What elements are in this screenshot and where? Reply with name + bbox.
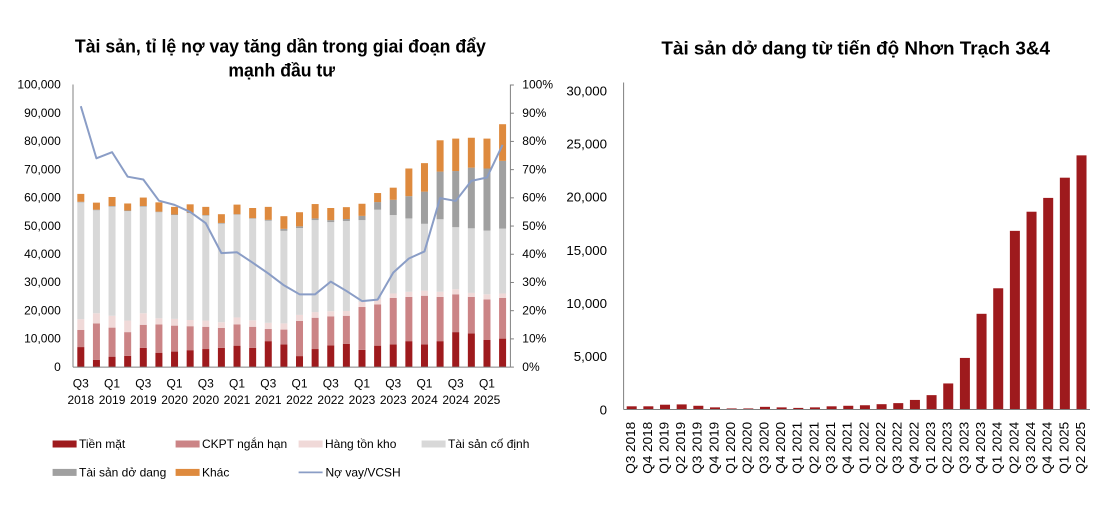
svg-text:Q4 2023: Q4 2023	[973, 422, 988, 474]
svg-text:30%: 30%	[522, 275, 546, 289]
svg-text:Q2 2025: Q2 2025	[1073, 422, 1088, 474]
svg-text:Tài sản dở dang từ tiến độ Nhơ: Tài sản dở dang từ tiến độ Nhơn Trạch 3&…	[661, 39, 1050, 59]
svg-text:Tài sản cố định: Tài sản cố định	[448, 437, 529, 451]
svg-text:2024: 2024	[442, 393, 469, 407]
svg-text:25,000: 25,000	[566, 136, 607, 151]
svg-text:2024: 2024	[411, 393, 438, 407]
svg-text:0: 0	[54, 360, 61, 374]
svg-text:Q3: Q3	[260, 377, 276, 391]
svg-text:2023: 2023	[380, 393, 407, 407]
svg-text:Q3: Q3	[73, 377, 89, 391]
svg-text:Q2 2024: Q2 2024	[1006, 422, 1021, 474]
svg-text:40%: 40%	[522, 247, 546, 261]
svg-text:Tiền mặt: Tiền mặt	[79, 437, 126, 451]
svg-text:100,000: 100,000	[17, 78, 61, 92]
svg-text:Q4 2024: Q4 2024	[1040, 422, 1055, 474]
svg-text:2018: 2018	[67, 393, 94, 407]
svg-text:Q1 2020: Q1 2020	[723, 422, 738, 474]
svg-text:80,000: 80,000	[24, 134, 61, 148]
svg-text:Hàng tồn kho: Hàng tồn kho	[325, 437, 397, 451]
svg-text:Q1 2019: Q1 2019	[656, 422, 671, 474]
svg-text:15,000: 15,000	[566, 243, 607, 258]
svg-text:Nợ vay/VCSH: Nợ vay/VCSH	[326, 466, 401, 480]
svg-text:10,000: 10,000	[24, 332, 61, 346]
svg-text:Q2 2022: Q2 2022	[873, 422, 888, 474]
svg-text:Q1: Q1	[229, 377, 245, 391]
svg-text:90,000: 90,000	[24, 106, 61, 120]
svg-text:Q3 2021: Q3 2021	[823, 422, 838, 474]
svg-text:Q1 2023: Q1 2023	[923, 422, 938, 474]
svg-text:Q4 2018: Q4 2018	[640, 422, 655, 474]
svg-text:2019: 2019	[99, 393, 126, 407]
svg-text:Q1: Q1	[104, 377, 120, 391]
svg-text:0: 0	[600, 402, 607, 417]
svg-text:2021: 2021	[224, 393, 251, 407]
svg-text:70,000: 70,000	[24, 162, 61, 176]
svg-text:50%: 50%	[522, 219, 546, 233]
svg-text:Q1: Q1	[167, 377, 183, 391]
svg-text:Tài sản dở dang: Tài sản dở dang	[79, 466, 166, 480]
svg-text:Q3 2019: Q3 2019	[690, 422, 705, 474]
svg-text:10,000: 10,000	[566, 296, 607, 311]
svg-text:2021: 2021	[255, 393, 282, 407]
svg-text:10%: 10%	[522, 332, 546, 346]
svg-text:Tài sản, tỉ lệ nợ vay tăng dần: Tài sản, tỉ lệ nợ vay tăng dần trong gia…	[75, 37, 486, 57]
svg-text:mạnh đầu tư: mạnh đầu tư	[228, 61, 336, 81]
svg-text:2020: 2020	[192, 393, 219, 407]
svg-text:Q1: Q1	[479, 377, 495, 391]
svg-text:20%: 20%	[522, 303, 546, 317]
svg-text:Q1 2024: Q1 2024	[990, 422, 1005, 474]
svg-text:Q1 2025: Q1 2025	[1056, 422, 1071, 474]
svg-text:60,000: 60,000	[24, 191, 61, 205]
svg-text:Q3: Q3	[385, 377, 401, 391]
svg-text:CKPT ngắn hạn: CKPT ngắn hạn	[202, 436, 287, 451]
svg-text:Q2 2020: Q2 2020	[740, 422, 755, 474]
svg-text:70%: 70%	[522, 162, 546, 176]
svg-text:Q3: Q3	[448, 377, 464, 391]
svg-text:Q1 2022: Q1 2022	[856, 422, 871, 474]
svg-text:Q3 2023: Q3 2023	[956, 422, 971, 474]
svg-text:Q4 2020: Q4 2020	[773, 422, 788, 474]
svg-text:Q3: Q3	[198, 377, 214, 391]
svg-text:Q1 2021: Q1 2021	[790, 422, 805, 474]
svg-text:Q1: Q1	[416, 377, 432, 391]
svg-text:Q3 2024: Q3 2024	[1023, 422, 1038, 474]
svg-text:Q3: Q3	[323, 377, 339, 391]
svg-text:Q3 2018: Q3 2018	[623, 422, 638, 474]
svg-text:Q2 2019: Q2 2019	[673, 422, 688, 474]
svg-text:2022: 2022	[286, 393, 313, 407]
svg-text:Q4 2021: Q4 2021	[840, 422, 855, 474]
svg-text:90%: 90%	[522, 106, 546, 120]
svg-text:Q3 2022: Q3 2022	[890, 422, 905, 474]
svg-text:30,000: 30,000	[566, 83, 607, 98]
svg-text:Q3: Q3	[135, 377, 151, 391]
svg-text:2023: 2023	[349, 393, 376, 407]
svg-text:Q1: Q1	[292, 377, 308, 391]
svg-text:Q4 2019: Q4 2019	[706, 422, 721, 474]
svg-text:2020: 2020	[161, 393, 188, 407]
svg-text:Q3 2020: Q3 2020	[756, 422, 771, 474]
svg-text:20,000: 20,000	[566, 190, 607, 205]
svg-text:2019: 2019	[130, 393, 157, 407]
svg-text:Q1: Q1	[354, 377, 370, 391]
svg-text:20,000: 20,000	[24, 303, 61, 317]
svg-text:5,000: 5,000	[574, 349, 607, 364]
svg-text:30,000: 30,000	[24, 275, 61, 289]
svg-text:Khác: Khác	[202, 466, 229, 480]
svg-text:2025: 2025	[474, 393, 501, 407]
svg-text:40,000: 40,000	[24, 247, 61, 261]
svg-text:60%: 60%	[522, 191, 546, 205]
svg-text:2022: 2022	[317, 393, 344, 407]
svg-text:50,000: 50,000	[24, 219, 61, 233]
svg-text:Q2 2023: Q2 2023	[940, 422, 955, 474]
svg-text:80%: 80%	[522, 134, 546, 148]
svg-text:0%: 0%	[522, 360, 540, 374]
svg-text:Q2 2021: Q2 2021	[806, 422, 821, 474]
svg-text:100%: 100%	[522, 78, 553, 92]
svg-text:Q4 2022: Q4 2022	[906, 422, 921, 474]
